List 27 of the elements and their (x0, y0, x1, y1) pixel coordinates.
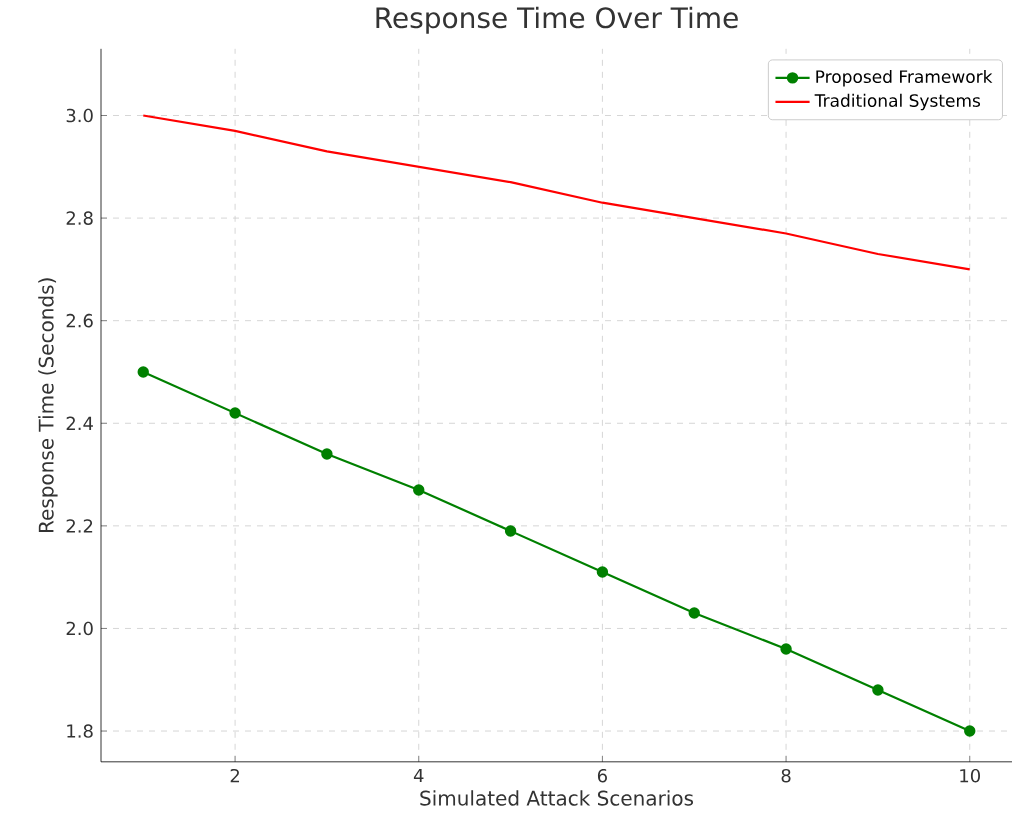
point (872, 684, 884, 696)
chart-title: Response Time Over Time (376, 6, 738, 34)
x-axis-title: Simulated Attack Scenarios (420, 790, 694, 806)
point (780, 643, 792, 655)
point (596, 566, 609, 578)
point (137, 366, 149, 378)
x-tick-label: 8 (781, 768, 791, 783)
y-tick-label: 3.0 (66, 108, 93, 123)
point (321, 448, 333, 460)
y-axis-title: Response Time (Seconds) (38, 278, 58, 533)
y-tick-label: 2.2 (66, 519, 93, 533)
x-tick-label: 10 (960, 768, 980, 783)
legend-label: Traditional Systems (814, 93, 981, 111)
y-tick-label: 2.6 (66, 313, 93, 328)
point (504, 525, 517, 537)
point (229, 407, 241, 419)
point (413, 484, 425, 496)
x-tick-label: 4 (413, 768, 424, 783)
point (964, 725, 976, 737)
x-tick-label: 2 (230, 768, 240, 783)
y-tick-label: 2.8 (66, 211, 93, 225)
point (688, 607, 700, 619)
legend-label: Proposed Framework (816, 70, 993, 87)
x-tick-label: 6 (597, 768, 608, 783)
y-tick-label: 2.4 (66, 416, 93, 431)
y-tick-label: 2.0 (66, 621, 93, 636)
y-tick-label: 1.8 (67, 724, 93, 738)
